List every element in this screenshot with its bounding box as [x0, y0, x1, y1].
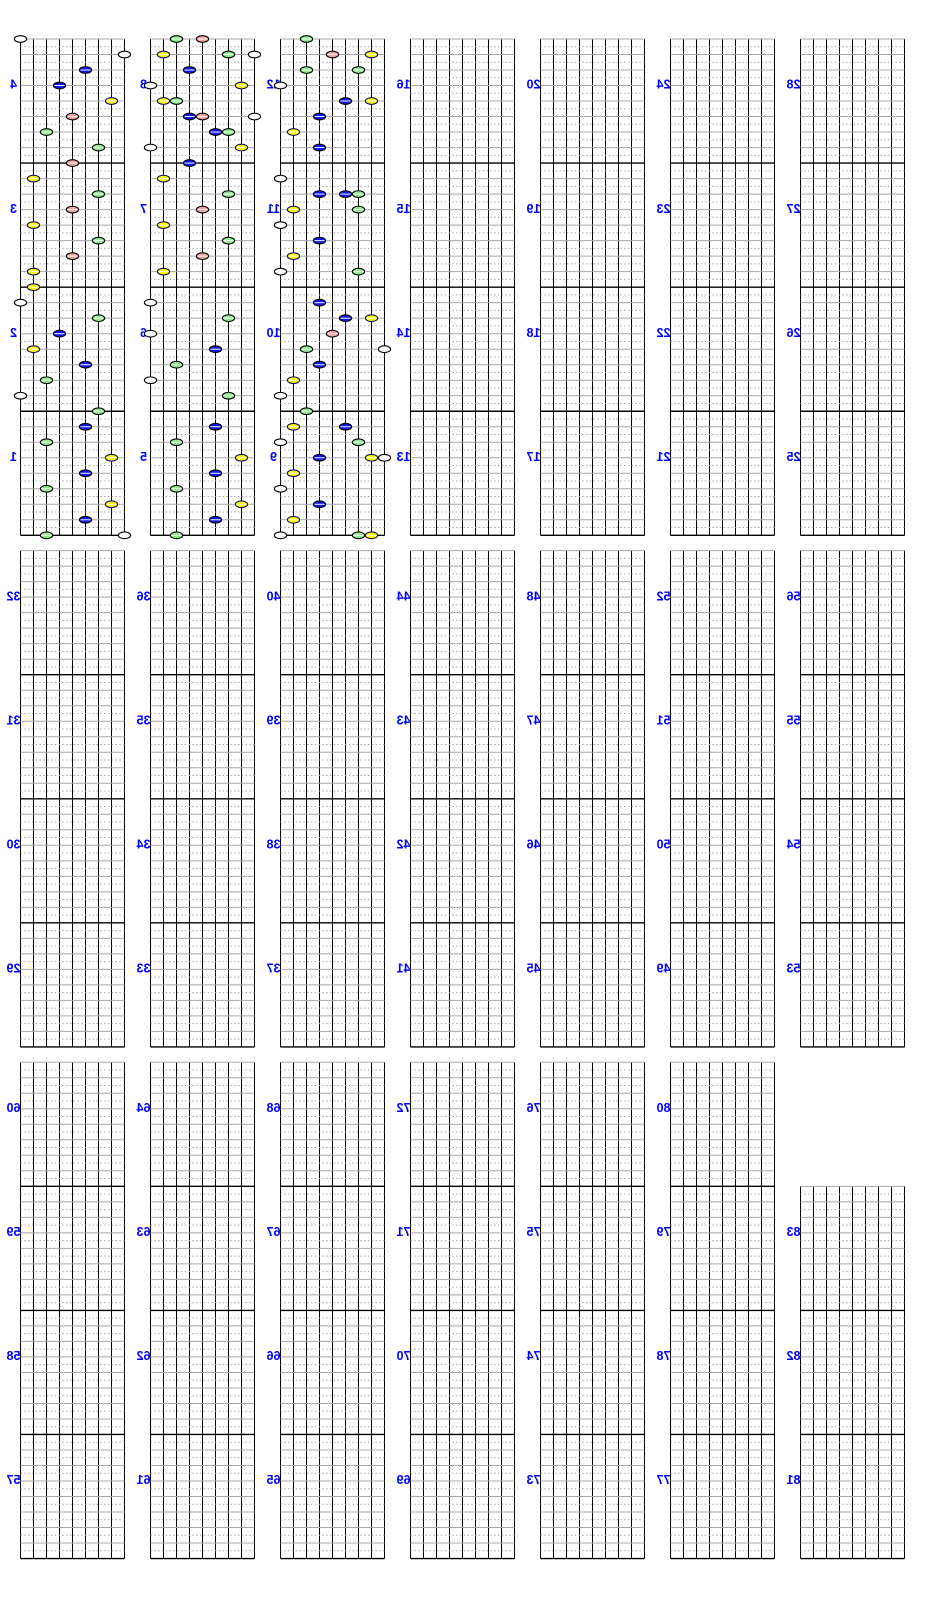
svg-text:83: 83 [787, 1225, 801, 1239]
svg-text:77: 77 [657, 1473, 671, 1487]
svg-text:80: 80 [657, 1101, 671, 1115]
svg-text:4: 4 [10, 78, 17, 92]
svg-text:19: 19 [527, 202, 541, 216]
svg-text:26: 26 [787, 326, 801, 340]
svg-text:33: 33 [137, 962, 151, 976]
svg-text:13: 13 [397, 450, 411, 464]
svg-text:57: 57 [7, 1473, 21, 1487]
svg-text:32: 32 [7, 589, 21, 603]
svg-text:40: 40 [267, 589, 281, 603]
svg-text:64: 64 [137, 1101, 151, 1115]
svg-text:39: 39 [267, 713, 281, 727]
svg-text:37: 37 [267, 962, 281, 976]
svg-text:67: 67 [267, 1225, 281, 1239]
svg-text:14: 14 [397, 326, 411, 340]
svg-text:52: 52 [657, 589, 671, 603]
svg-text:28: 28 [787, 78, 801, 92]
svg-text:44: 44 [397, 589, 411, 603]
svg-text:47: 47 [527, 713, 541, 727]
svg-text:18: 18 [527, 326, 541, 340]
svg-text:42: 42 [397, 838, 411, 852]
svg-text:45: 45 [527, 962, 541, 976]
svg-text:10: 10 [267, 326, 281, 340]
svg-text:51: 51 [657, 713, 671, 727]
svg-text:78: 78 [657, 1349, 671, 1363]
svg-text:2: 2 [10, 326, 17, 340]
svg-text:30: 30 [7, 838, 21, 852]
svg-text:66: 66 [267, 1349, 281, 1363]
svg-text:48: 48 [527, 589, 541, 603]
svg-text:11: 11 [267, 202, 280, 216]
svg-text:82: 82 [787, 1349, 801, 1363]
svg-text:16: 16 [397, 78, 411, 92]
svg-text:81: 81 [787, 1473, 801, 1487]
svg-text:38: 38 [267, 838, 281, 852]
svg-text:34: 34 [137, 838, 151, 852]
svg-text:3: 3 [10, 202, 17, 216]
svg-text:55: 55 [787, 713, 801, 727]
svg-text:79: 79 [657, 1225, 671, 1239]
svg-text:24: 24 [657, 78, 671, 92]
svg-text:68: 68 [267, 1101, 281, 1115]
svg-text:41: 41 [397, 962, 411, 976]
svg-text:71: 71 [397, 1225, 411, 1239]
svg-text:73: 73 [527, 1473, 541, 1487]
svg-text:72: 72 [397, 1101, 411, 1115]
svg-text:27: 27 [787, 202, 801, 216]
svg-text:35: 35 [137, 713, 151, 727]
svg-text:43: 43 [397, 713, 411, 727]
svg-text:62: 62 [137, 1349, 151, 1363]
svg-text:76: 76 [527, 1101, 541, 1115]
svg-text:36: 36 [137, 589, 151, 603]
svg-text:9: 9 [270, 450, 277, 464]
svg-text:54: 54 [787, 838, 801, 852]
svg-text:63: 63 [137, 1225, 151, 1239]
svg-text:25: 25 [787, 450, 801, 464]
svg-text:23: 23 [657, 202, 671, 216]
svg-text:31: 31 [7, 713, 21, 727]
svg-text:29: 29 [7, 962, 21, 976]
svg-text:1: 1 [10, 450, 17, 464]
svg-text:70: 70 [397, 1349, 411, 1363]
svg-text:74: 74 [527, 1349, 541, 1363]
svg-text:61: 61 [137, 1473, 151, 1487]
svg-text:21: 21 [657, 450, 671, 464]
svg-text:15: 15 [397, 202, 411, 216]
svg-text:7: 7 [140, 202, 147, 216]
svg-text:5: 5 [140, 450, 147, 464]
svg-text:20: 20 [527, 78, 541, 92]
svg-text:56: 56 [787, 589, 801, 603]
svg-text:69: 69 [397, 1473, 411, 1487]
svg-text:75: 75 [527, 1225, 541, 1239]
svg-text:60: 60 [7, 1101, 21, 1115]
svg-text:49: 49 [657, 962, 671, 976]
svg-text:22: 22 [657, 326, 671, 340]
svg-text:46: 46 [527, 838, 541, 852]
svg-text:58: 58 [7, 1349, 21, 1363]
svg-text:50: 50 [657, 838, 671, 852]
svg-text:59: 59 [7, 1225, 21, 1239]
svg-text:65: 65 [267, 1473, 281, 1487]
svg-text:53: 53 [787, 962, 801, 976]
svg-text:17: 17 [527, 450, 541, 464]
